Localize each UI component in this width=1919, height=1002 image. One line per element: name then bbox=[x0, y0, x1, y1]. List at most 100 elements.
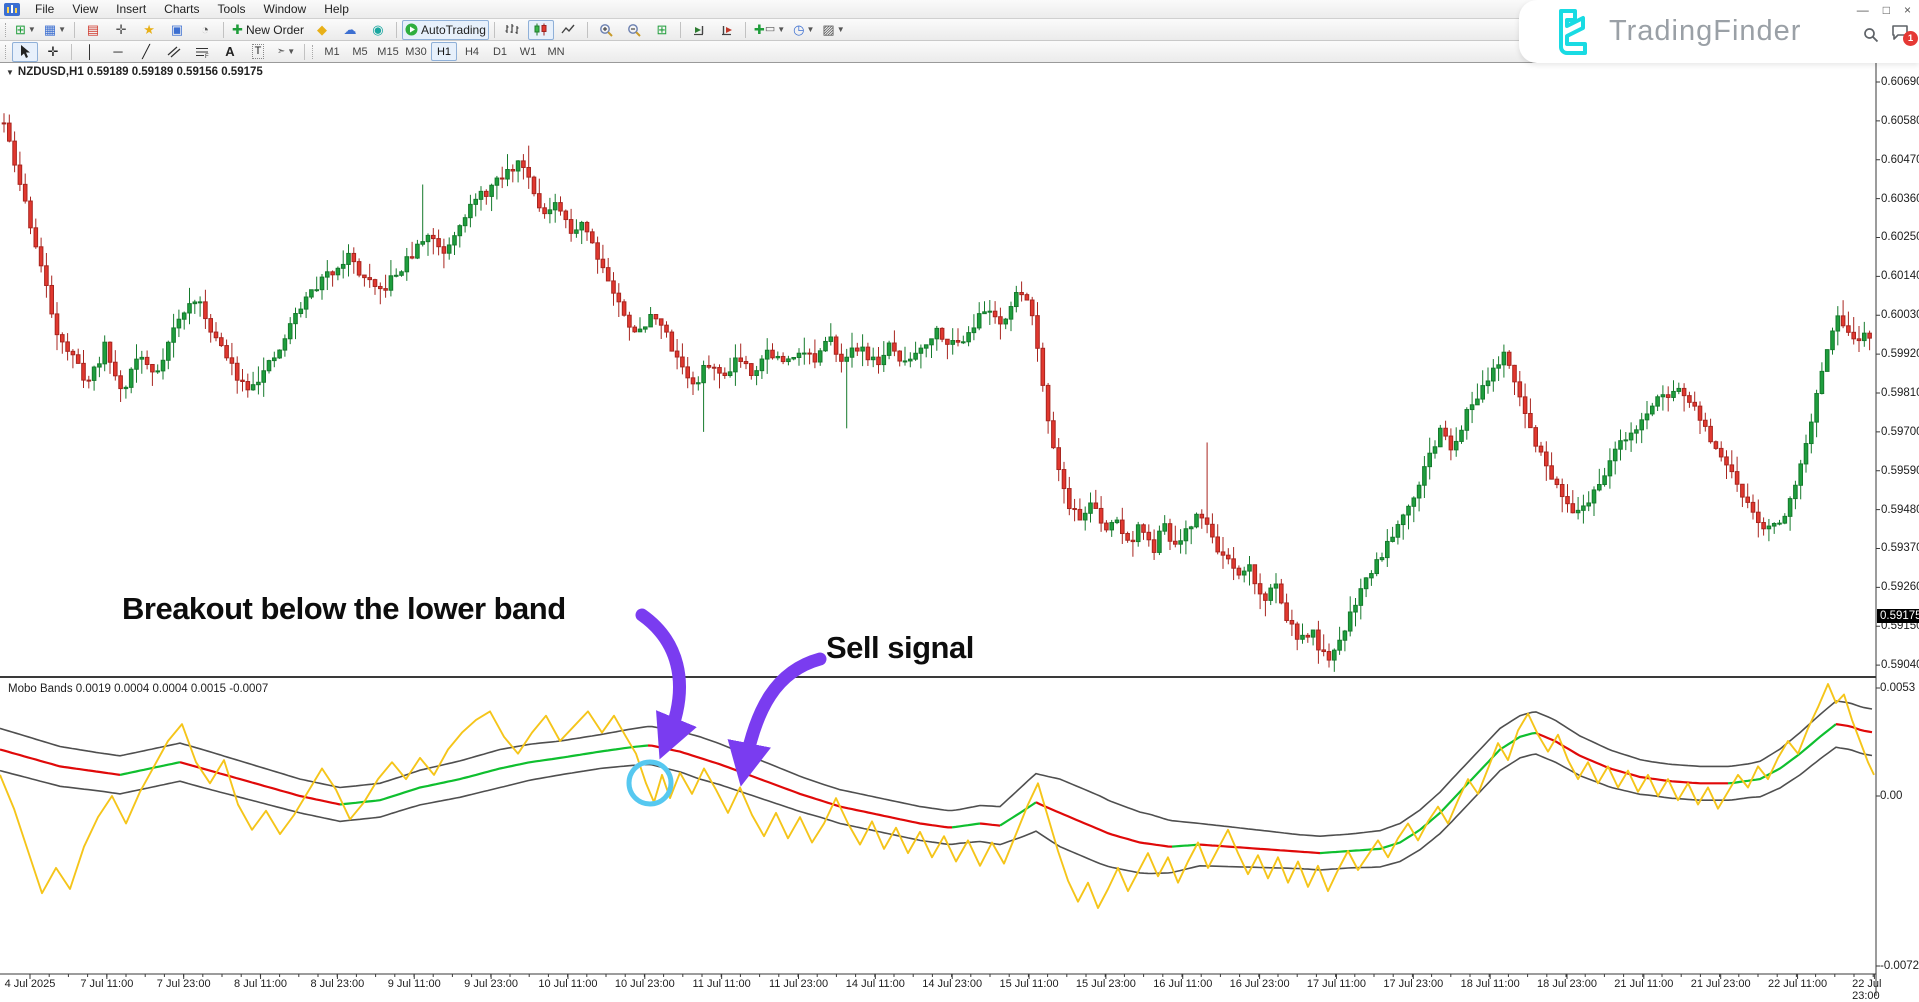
timeframe-mn[interactable]: MN bbox=[547, 45, 565, 58]
zoom-out-icon bbox=[628, 23, 641, 37]
time-tick-label: 10 Jul 11:00 bbox=[538, 978, 598, 990]
chat-widget[interactable]: 1 bbox=[1891, 24, 1918, 46]
toolbar-separator bbox=[493, 21, 495, 38]
toolbar-separator bbox=[74, 21, 76, 38]
minimize-button[interactable]: — bbox=[1856, 3, 1869, 17]
horizontal-line-tool-button[interactable]: ─ bbox=[113, 44, 123, 59]
price-tick-label: 0.60250 bbox=[1881, 231, 1919, 244]
toolbar-grip bbox=[312, 44, 315, 59]
search-icon[interactable] bbox=[1863, 27, 1879, 43]
time-tick-label: 21 Jul 11:00 bbox=[1614, 978, 1674, 990]
time-tick-label: 7 Jul 23:00 bbox=[156, 978, 211, 990]
cursor-tool-button[interactable] bbox=[12, 41, 38, 62]
metaeditor-button[interactable]: ◆ bbox=[316, 22, 327, 37]
time-tick-label: 22 Jul 23:00 bbox=[1852, 978, 1882, 1002]
new-order-button[interactable]: ✚ New Order bbox=[232, 22, 304, 37]
annotation-sell-text: Sell signal bbox=[826, 630, 974, 665]
time-tick-label: 17 Jul 23:00 bbox=[1383, 978, 1444, 990]
indicator-tick-label: 0.0053 bbox=[1880, 682, 1916, 694]
bar-chart-icon bbox=[505, 24, 519, 34]
toolbar-separator bbox=[304, 43, 305, 60]
trendline-tool-button[interactable]: ╱ bbox=[142, 44, 150, 59]
toolbar-grip bbox=[5, 22, 8, 37]
price-tick-label: 0.60690 bbox=[1881, 76, 1919, 88]
menu-charts[interactable]: Charts bbox=[164, 2, 200, 16]
indicator-tick-label: 0.00 bbox=[1880, 790, 1903, 802]
strategy-tester-button[interactable]: ◔ bbox=[201, 22, 209, 37]
crosshair-tool-button[interactable]: ✛ bbox=[47, 44, 59, 59]
indicators-button[interactable]: ✚ ▭ ▼ bbox=[753, 22, 786, 37]
bar-chart-mode-button[interactable] bbox=[500, 20, 526, 40]
autotrading-icon bbox=[405, 23, 418, 36]
tradingfinder-logo-icon bbox=[1559, 8, 1587, 55]
terminal-button[interactable]: ▣ bbox=[170, 22, 184, 37]
annotation-arrows bbox=[626, 608, 827, 807]
new-chart-button[interactable]: ⊞ ▼ bbox=[15, 22, 36, 37]
menu-insert[interactable]: Insert bbox=[116, 2, 147, 16]
toolbar-drawing: ✛ │ ─ ╱ F A T ➣ ▼ M1 M5 M15 M30 H1 H4 D1 … bbox=[0, 41, 1919, 63]
text-label-tool-button[interactable]: T bbox=[245, 42, 271, 62]
timeframe-w1[interactable]: W1 bbox=[519, 45, 537, 58]
toolbar-separator bbox=[744, 21, 746, 38]
shapes-tool-button[interactable]: ➣ ▼ bbox=[276, 46, 296, 57]
time-tick-label: 17 Jul 11:00 bbox=[1306, 978, 1366, 990]
price-tick-label: 0.59040 bbox=[1881, 659, 1919, 672]
timeframe-d1[interactable]: D1 bbox=[492, 45, 508, 58]
candlestick-mode-button[interactable] bbox=[527, 19, 554, 40]
price-tick-label: 0.59590 bbox=[1881, 464, 1919, 477]
chart-profiles-button[interactable]: ▦ ▼ bbox=[43, 22, 67, 37]
breakout-arrow-icon bbox=[635, 608, 697, 760]
mobo-bands-indicator bbox=[0, 683, 1875, 909]
restore-button[interactable]: □ bbox=[1882, 3, 1890, 17]
channel-tool-button[interactable] bbox=[161, 42, 187, 62]
market-watch-button[interactable]: ▤ bbox=[86, 22, 100, 37]
close-button[interactable]: × bbox=[1903, 3, 1911, 17]
navigator-button[interactable]: ★ bbox=[143, 22, 155, 37]
data-window-button[interactable]: ✛ bbox=[115, 22, 127, 37]
zoom-in-icon bbox=[600, 23, 613, 37]
fibonacci-tool-button[interactable]: F bbox=[189, 42, 215, 62]
market-button[interactable]: ◉ bbox=[372, 22, 384, 37]
menu-file[interactable]: File bbox=[35, 2, 55, 16]
tile-windows-button[interactable]: ⊞ bbox=[656, 22, 668, 37]
timeframe-m1[interactable]: M1 bbox=[324, 45, 340, 58]
timeframe-m5[interactable]: M5 bbox=[352, 45, 368, 58]
auto-scroll-button[interactable] bbox=[686, 20, 712, 40]
zoom-out-button[interactable] bbox=[621, 20, 647, 40]
zoom-in-button[interactable] bbox=[593, 20, 619, 40]
timeframe-m15[interactable]: M15 bbox=[377, 45, 399, 58]
timeframe-h1[interactable]: H1 bbox=[431, 42, 457, 61]
time-tick-label: 16 Jul 23:00 bbox=[1229, 978, 1290, 990]
line-chart-mode-button[interactable] bbox=[556, 20, 582, 40]
time-tick-label: 11 Jul 11:00 bbox=[692, 978, 751, 990]
menu-window[interactable]: Window bbox=[263, 2, 307, 16]
time-tick-label: 11 Jul 23:00 bbox=[768, 978, 829, 990]
periods-button[interactable]: ◷ ▼ bbox=[793, 22, 815, 37]
time-tick-label: 8 Jul 23:00 bbox=[310, 978, 365, 990]
tradingfinder-logo-text: TradingFinder bbox=[1609, 15, 1802, 47]
toolbar-separator bbox=[223, 21, 225, 38]
sell-signal-arrow-icon bbox=[727, 652, 827, 787]
chart-canvas[interactable] bbox=[0, 63, 1919, 996]
timeframe-m30[interactable]: M30 bbox=[405, 45, 427, 58]
symbol-dropdown-icon[interactable]: ▼ bbox=[6, 68, 14, 77]
chart-shift-button[interactable] bbox=[714, 20, 740, 40]
toolbar-separator bbox=[679, 21, 681, 38]
timeframe-h4[interactable]: H4 bbox=[464, 45, 480, 58]
menu-help[interactable]: Help bbox=[324, 2, 349, 16]
window-controls: — □ × bbox=[1857, 3, 1911, 17]
text-tool-button[interactable]: A bbox=[225, 44, 235, 59]
indicator-tick-label: -0.0072 bbox=[1880, 960, 1919, 972]
candles bbox=[1, 113, 1872, 672]
autotrading-button[interactable]: AutoTrading bbox=[401, 19, 489, 40]
toolbar-standard: ⊞ ▼ ▦ ▼ ▤ ✛ ★ ▣ ◔ ✚ New Order ◆ ☁ ◉ AutoTra… bbox=[0, 19, 1919, 41]
time-tick-label: 15 Jul 23:00 bbox=[1075, 978, 1136, 990]
menu-bar: File View Insert Charts Tools Window Hel… bbox=[0, 0, 1919, 19]
menu-view[interactable]: View bbox=[72, 2, 99, 16]
menu-tools[interactable]: Tools bbox=[217, 2, 246, 16]
time-tick-label: 18 Jul 11:00 bbox=[1460, 978, 1520, 990]
templates-button[interactable]: ▨ ▼ bbox=[822, 22, 845, 37]
community-button[interactable]: ☁ bbox=[343, 22, 357, 37]
vertical-line-tool-button[interactable]: │ bbox=[85, 44, 95, 59]
